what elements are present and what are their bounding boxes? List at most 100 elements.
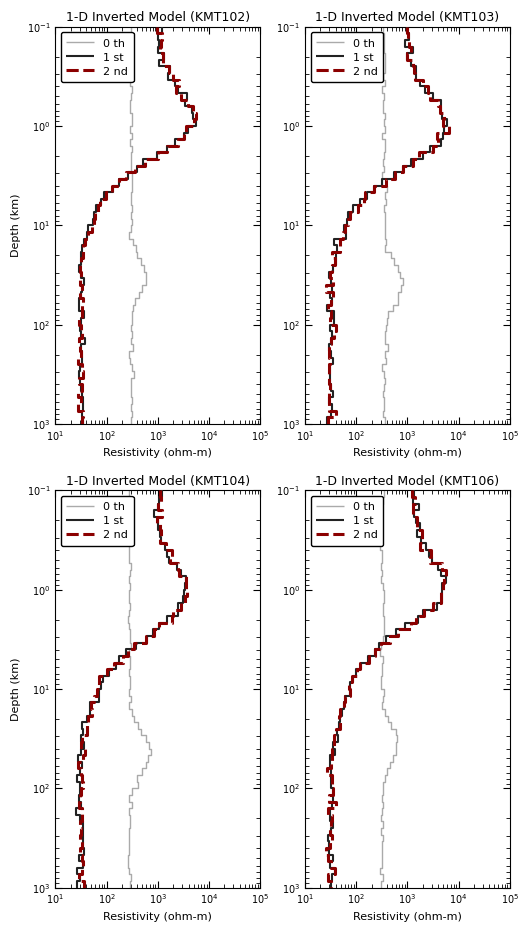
2 nd bbox=[434, 127, 440, 138]
1 st bbox=[80, 418, 86, 429]
1 st bbox=[329, 796, 335, 807]
0 th bbox=[376, 869, 383, 880]
2 nd bbox=[76, 332, 82, 343]
2 nd bbox=[154, 21, 160, 33]
2 nd bbox=[328, 293, 334, 304]
0 th bbox=[131, 293, 138, 304]
0 th bbox=[382, 240, 388, 251]
2 nd bbox=[176, 571, 182, 582]
Y-axis label: Depth (km): Depth (km) bbox=[11, 193, 21, 258]
2 nd bbox=[332, 869, 338, 880]
2 nd bbox=[437, 107, 443, 118]
1 st bbox=[82, 332, 89, 343]
2 nd bbox=[181, 127, 187, 138]
2 nd bbox=[443, 571, 449, 582]
2 nd bbox=[81, 882, 87, 893]
Title: 1-D Inverted Model (KMT106): 1-D Inverted Model (KMT106) bbox=[315, 475, 499, 488]
2 nd bbox=[324, 418, 331, 429]
2 nd bbox=[75, 405, 81, 416]
X-axis label: Resistivity (ohm-m): Resistivity (ohm-m) bbox=[353, 448, 462, 458]
Legend: 0 th, 1 st, 2 nd: 0 th, 1 st, 2 nd bbox=[61, 496, 134, 546]
0 th bbox=[382, 418, 388, 429]
0 th bbox=[381, 405, 387, 416]
0 th bbox=[133, 240, 139, 251]
0 th bbox=[127, 882, 133, 893]
1 st bbox=[79, 757, 85, 768]
2 nd bbox=[76, 796, 83, 807]
0 th bbox=[129, 703, 135, 715]
0 th bbox=[128, 796, 135, 807]
2 nd bbox=[79, 869, 85, 880]
Line: 0 th: 0 th bbox=[128, 491, 151, 887]
1 st bbox=[326, 757, 333, 768]
1 st bbox=[178, 571, 184, 582]
0 th bbox=[126, 485, 132, 496]
1 st bbox=[79, 240, 85, 251]
0 th bbox=[382, 703, 388, 715]
0 th bbox=[380, 21, 386, 33]
0 th bbox=[379, 107, 386, 118]
2 nd bbox=[404, 21, 411, 33]
2 nd bbox=[157, 485, 163, 496]
1 st bbox=[328, 332, 334, 343]
0 th bbox=[128, 405, 134, 416]
Line: 2 nd: 2 nd bbox=[326, 27, 449, 424]
1 st bbox=[339, 703, 345, 715]
Y-axis label: Depth (km): Depth (km) bbox=[11, 657, 21, 721]
Title: 1-D Inverted Model (KMT102): 1-D Inverted Model (KMT102) bbox=[66, 11, 250, 24]
Legend: 0 th, 1 st, 2 nd: 0 th, 1 st, 2 nd bbox=[311, 33, 383, 82]
1 st bbox=[180, 591, 186, 602]
2 nd bbox=[75, 757, 82, 768]
2 nd bbox=[438, 591, 445, 602]
2 nd bbox=[190, 107, 196, 118]
1 st bbox=[404, 21, 411, 33]
2 nd bbox=[81, 293, 87, 304]
1 st bbox=[329, 405, 335, 416]
0 th bbox=[381, 485, 387, 496]
1 st bbox=[80, 405, 86, 416]
X-axis label: Resistivity (ohm-m): Resistivity (ohm-m) bbox=[353, 912, 462, 922]
2 nd bbox=[182, 591, 189, 602]
1 st bbox=[158, 485, 165, 496]
X-axis label: Resistivity (ohm-m): Resistivity (ohm-m) bbox=[103, 448, 212, 458]
Line: 1 st: 1 st bbox=[76, 491, 186, 887]
1 st bbox=[328, 882, 334, 893]
1 st bbox=[329, 293, 335, 304]
2 nd bbox=[80, 240, 86, 251]
1 st bbox=[439, 591, 445, 602]
0 th bbox=[127, 107, 133, 118]
1 st bbox=[74, 882, 80, 893]
2 nd bbox=[89, 703, 95, 715]
1 st bbox=[189, 107, 195, 118]
0 th bbox=[128, 332, 135, 343]
Line: 1 st: 1 st bbox=[326, 27, 447, 424]
1 st bbox=[332, 869, 338, 880]
2 nd bbox=[337, 703, 343, 715]
1 st bbox=[411, 485, 417, 496]
Line: 2 nd: 2 nd bbox=[326, 491, 446, 887]
1 st bbox=[86, 703, 93, 715]
Legend: 0 th, 1 st, 2 nd: 0 th, 1 st, 2 nd bbox=[311, 496, 383, 546]
1 st bbox=[158, 21, 165, 33]
0 th bbox=[127, 571, 134, 582]
1 st bbox=[440, 127, 446, 138]
0 th bbox=[143, 757, 149, 768]
1 st bbox=[74, 869, 81, 880]
Line: 2 nd: 2 nd bbox=[78, 491, 187, 887]
2 nd bbox=[325, 405, 332, 416]
0 th bbox=[379, 127, 386, 138]
0 th bbox=[126, 591, 132, 602]
2 nd bbox=[328, 332, 334, 343]
1 st bbox=[438, 571, 445, 582]
2 nd bbox=[78, 418, 85, 429]
Title: 1-D Inverted Model (KMT103): 1-D Inverted Model (KMT103) bbox=[315, 11, 499, 24]
2 nd bbox=[337, 240, 343, 251]
0 th bbox=[128, 127, 135, 138]
2 nd bbox=[409, 485, 416, 496]
1 st bbox=[78, 796, 84, 807]
2 nd bbox=[332, 796, 339, 807]
0 th bbox=[382, 332, 388, 343]
0 th bbox=[126, 869, 132, 880]
Line: 2 nd: 2 nd bbox=[78, 27, 196, 424]
Legend: 0 th, 1 st, 2 nd: 0 th, 1 st, 2 nd bbox=[61, 33, 134, 82]
